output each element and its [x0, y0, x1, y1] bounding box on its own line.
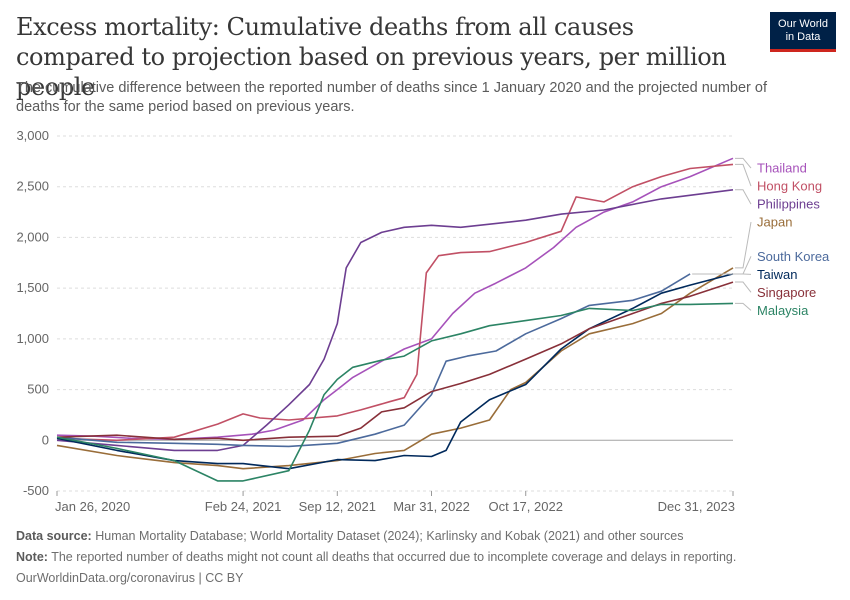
owid-logo[interactable]: Our World in Data	[770, 12, 836, 52]
series-line-malaysia	[56, 302, 734, 482]
y-tick-label: 3,000	[16, 128, 49, 143]
note-label: Note:	[16, 550, 48, 564]
y-tick-label: 2,000	[16, 229, 49, 244]
series-label-south-korea: South Korea	[757, 249, 830, 264]
y-tick-label: -500	[23, 483, 49, 498]
label-connector	[735, 189, 752, 205]
series-line-thailand	[56, 157, 734, 441]
series-line-singapore	[56, 281, 734, 442]
series-label-thailand: Thailand	[757, 161, 807, 176]
series-label-japan: Japan	[757, 215, 792, 230]
label-connector	[735, 157, 752, 169]
data-source-label: Data source:	[16, 529, 92, 543]
y-tick-label: 0	[42, 432, 49, 447]
label-connector	[735, 163, 752, 187]
y-tick-label: 1,000	[16, 331, 49, 346]
chart-note: Note: The reported number of deaths migh…	[16, 549, 736, 565]
data-source: Data source: Human Mortality Database; W…	[16, 528, 683, 544]
series-label-philippines: Philippines	[757, 197, 820, 212]
series-label-hong-kong: Hong Kong	[757, 179, 822, 194]
data-source-text: Human Mortality Database; World Mortalit…	[95, 529, 684, 543]
series-line-philippines	[56, 189, 734, 452]
y-tick-label: 1,500	[16, 280, 49, 295]
source-url[interactable]: OurWorldinData.org/coronavirus | CC BY	[16, 571, 244, 585]
note-text: The reported number of deaths might not …	[51, 550, 737, 564]
series-line-japan	[56, 267, 734, 470]
logo-line-2: in Data	[785, 31, 821, 43]
series-label-singapore: Singapore	[757, 285, 816, 300]
x-tick-label: Mar 31, 2022	[393, 499, 470, 514]
label-connector	[692, 256, 752, 275]
series-line-hong-kong	[56, 163, 734, 442]
x-tick-label: Jan 26, 2020	[55, 499, 130, 514]
x-tick-label: Sep 12, 2021	[299, 499, 376, 514]
x-tick-label: Feb 24, 2021	[205, 499, 282, 514]
line-chart: -500 0 500 1,000 1,500 2,000 2,500 3,000 Jan 26,…	[16, 128, 830, 514]
label-connector	[735, 281, 752, 293]
x-tick-label: Dec 31, 2023	[658, 499, 735, 514]
label-connector	[735, 302, 752, 311]
x-tick-label: Oct 17, 2022	[488, 499, 562, 514]
chart-title: Excess mortality: Cumulative deaths from…	[16, 13, 727, 101]
series-label-malaysia: Malaysia	[757, 303, 809, 318]
series-label-taiwan: Taiwan	[757, 267, 797, 282]
logo-line-1: Our World	[778, 18, 828, 30]
y-tick-label: 2,500	[16, 179, 49, 194]
y-tick-label: 500	[27, 382, 49, 397]
chart-subtitle: The cumulative difference between the re…	[16, 80, 767, 115]
series-line-south-korea	[56, 273, 691, 448]
label-connector	[735, 221, 752, 269]
series-line-taiwan	[56, 273, 734, 470]
